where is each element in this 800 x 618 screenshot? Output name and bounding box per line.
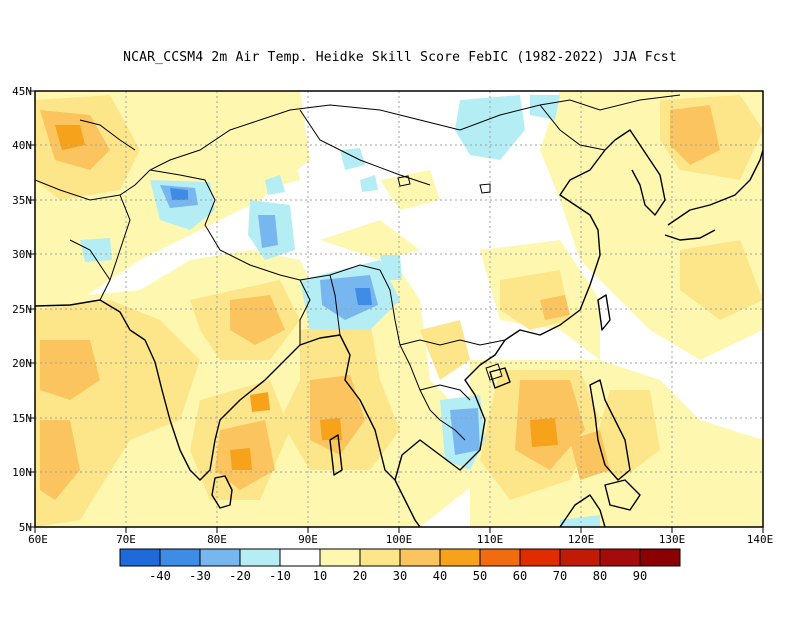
colorbar-swatch — [239, 548, 281, 567]
colorbar-swatch — [519, 548, 561, 567]
colorbar-label: 70 — [552, 569, 568, 583]
colorbar-swatch — [359, 548, 401, 567]
lat-label-40n: 40N — [12, 139, 32, 152]
colorbar-label: 80 — [592, 569, 608, 583]
grid-lines — [35, 91, 763, 527]
lat-label-30n: 30N — [12, 248, 32, 261]
lon-label-110e: 110E — [476, 533, 504, 546]
lat-label-20n: 20N — [12, 357, 32, 370]
skill-field-neg20 — [160, 185, 480, 455]
lat-label-25n: 25N — [12, 303, 32, 316]
colorbar-swatch — [159, 548, 201, 567]
colorbar-swatch — [199, 548, 241, 567]
colorbar-label: 90 — [632, 569, 648, 583]
lat-label-5n: 5N — [18, 521, 32, 534]
lon-label-70e: 70E — [116, 533, 136, 546]
colorbar-swatch — [399, 548, 441, 567]
colorbar-label: -20 — [229, 569, 251, 583]
coastlines — [35, 129, 763, 527]
colorbar-swatch — [479, 548, 521, 567]
lat-label-15n: 15N — [12, 412, 32, 425]
lakes — [397, 175, 503, 381]
colorbar-swatch — [559, 548, 601, 567]
colorbar-label: 30 — [392, 569, 408, 583]
colorbar-label: 60 — [512, 569, 528, 583]
colorbar-swatch — [279, 548, 321, 567]
colorbar-swatch — [439, 548, 481, 567]
colorbar-swatch — [119, 548, 161, 567]
lon-label-60e: 60E — [28, 533, 48, 546]
colorbar-label: -10 — [269, 569, 291, 583]
colorbar-label: 10 — [312, 569, 328, 583]
lat-label-35n: 35N — [12, 194, 32, 207]
skill-field-50 — [55, 125, 558, 470]
colorbar-label: 20 — [352, 569, 368, 583]
chart-title: NCAR_CCSM4 2m Air Temp. Heidke Skill Sco… — [123, 50, 677, 65]
colorbar-label: -30 — [189, 569, 211, 583]
lon-label-130e: 130E — [658, 533, 686, 546]
lat-label-45n: 45N — [12, 85, 32, 98]
colorbar — [119, 548, 681, 567]
lon-label-140e: 140E — [746, 533, 774, 546]
lon-label-100e: 100E — [385, 533, 413, 546]
lon-label-80e: 80E — [207, 533, 227, 546]
skill-field-neg10 — [80, 95, 600, 527]
colorbar-label: 50 — [472, 569, 488, 583]
skill-field-neg30 — [170, 188, 372, 305]
lon-label-120e: 120E — [567, 533, 595, 546]
colorbar-label: 40 — [432, 569, 448, 583]
colorbar-swatch — [639, 548, 681, 567]
country-borders — [35, 94, 681, 441]
colorbar-label: -40 — [149, 569, 171, 583]
colorbar-swatch — [599, 548, 641, 567]
colorbar-swatch — [319, 548, 361, 567]
lon-label-90e: 90E — [298, 533, 318, 546]
lat-label-10n: 10N — [12, 466, 32, 479]
axis-ticks — [29, 90, 764, 533]
